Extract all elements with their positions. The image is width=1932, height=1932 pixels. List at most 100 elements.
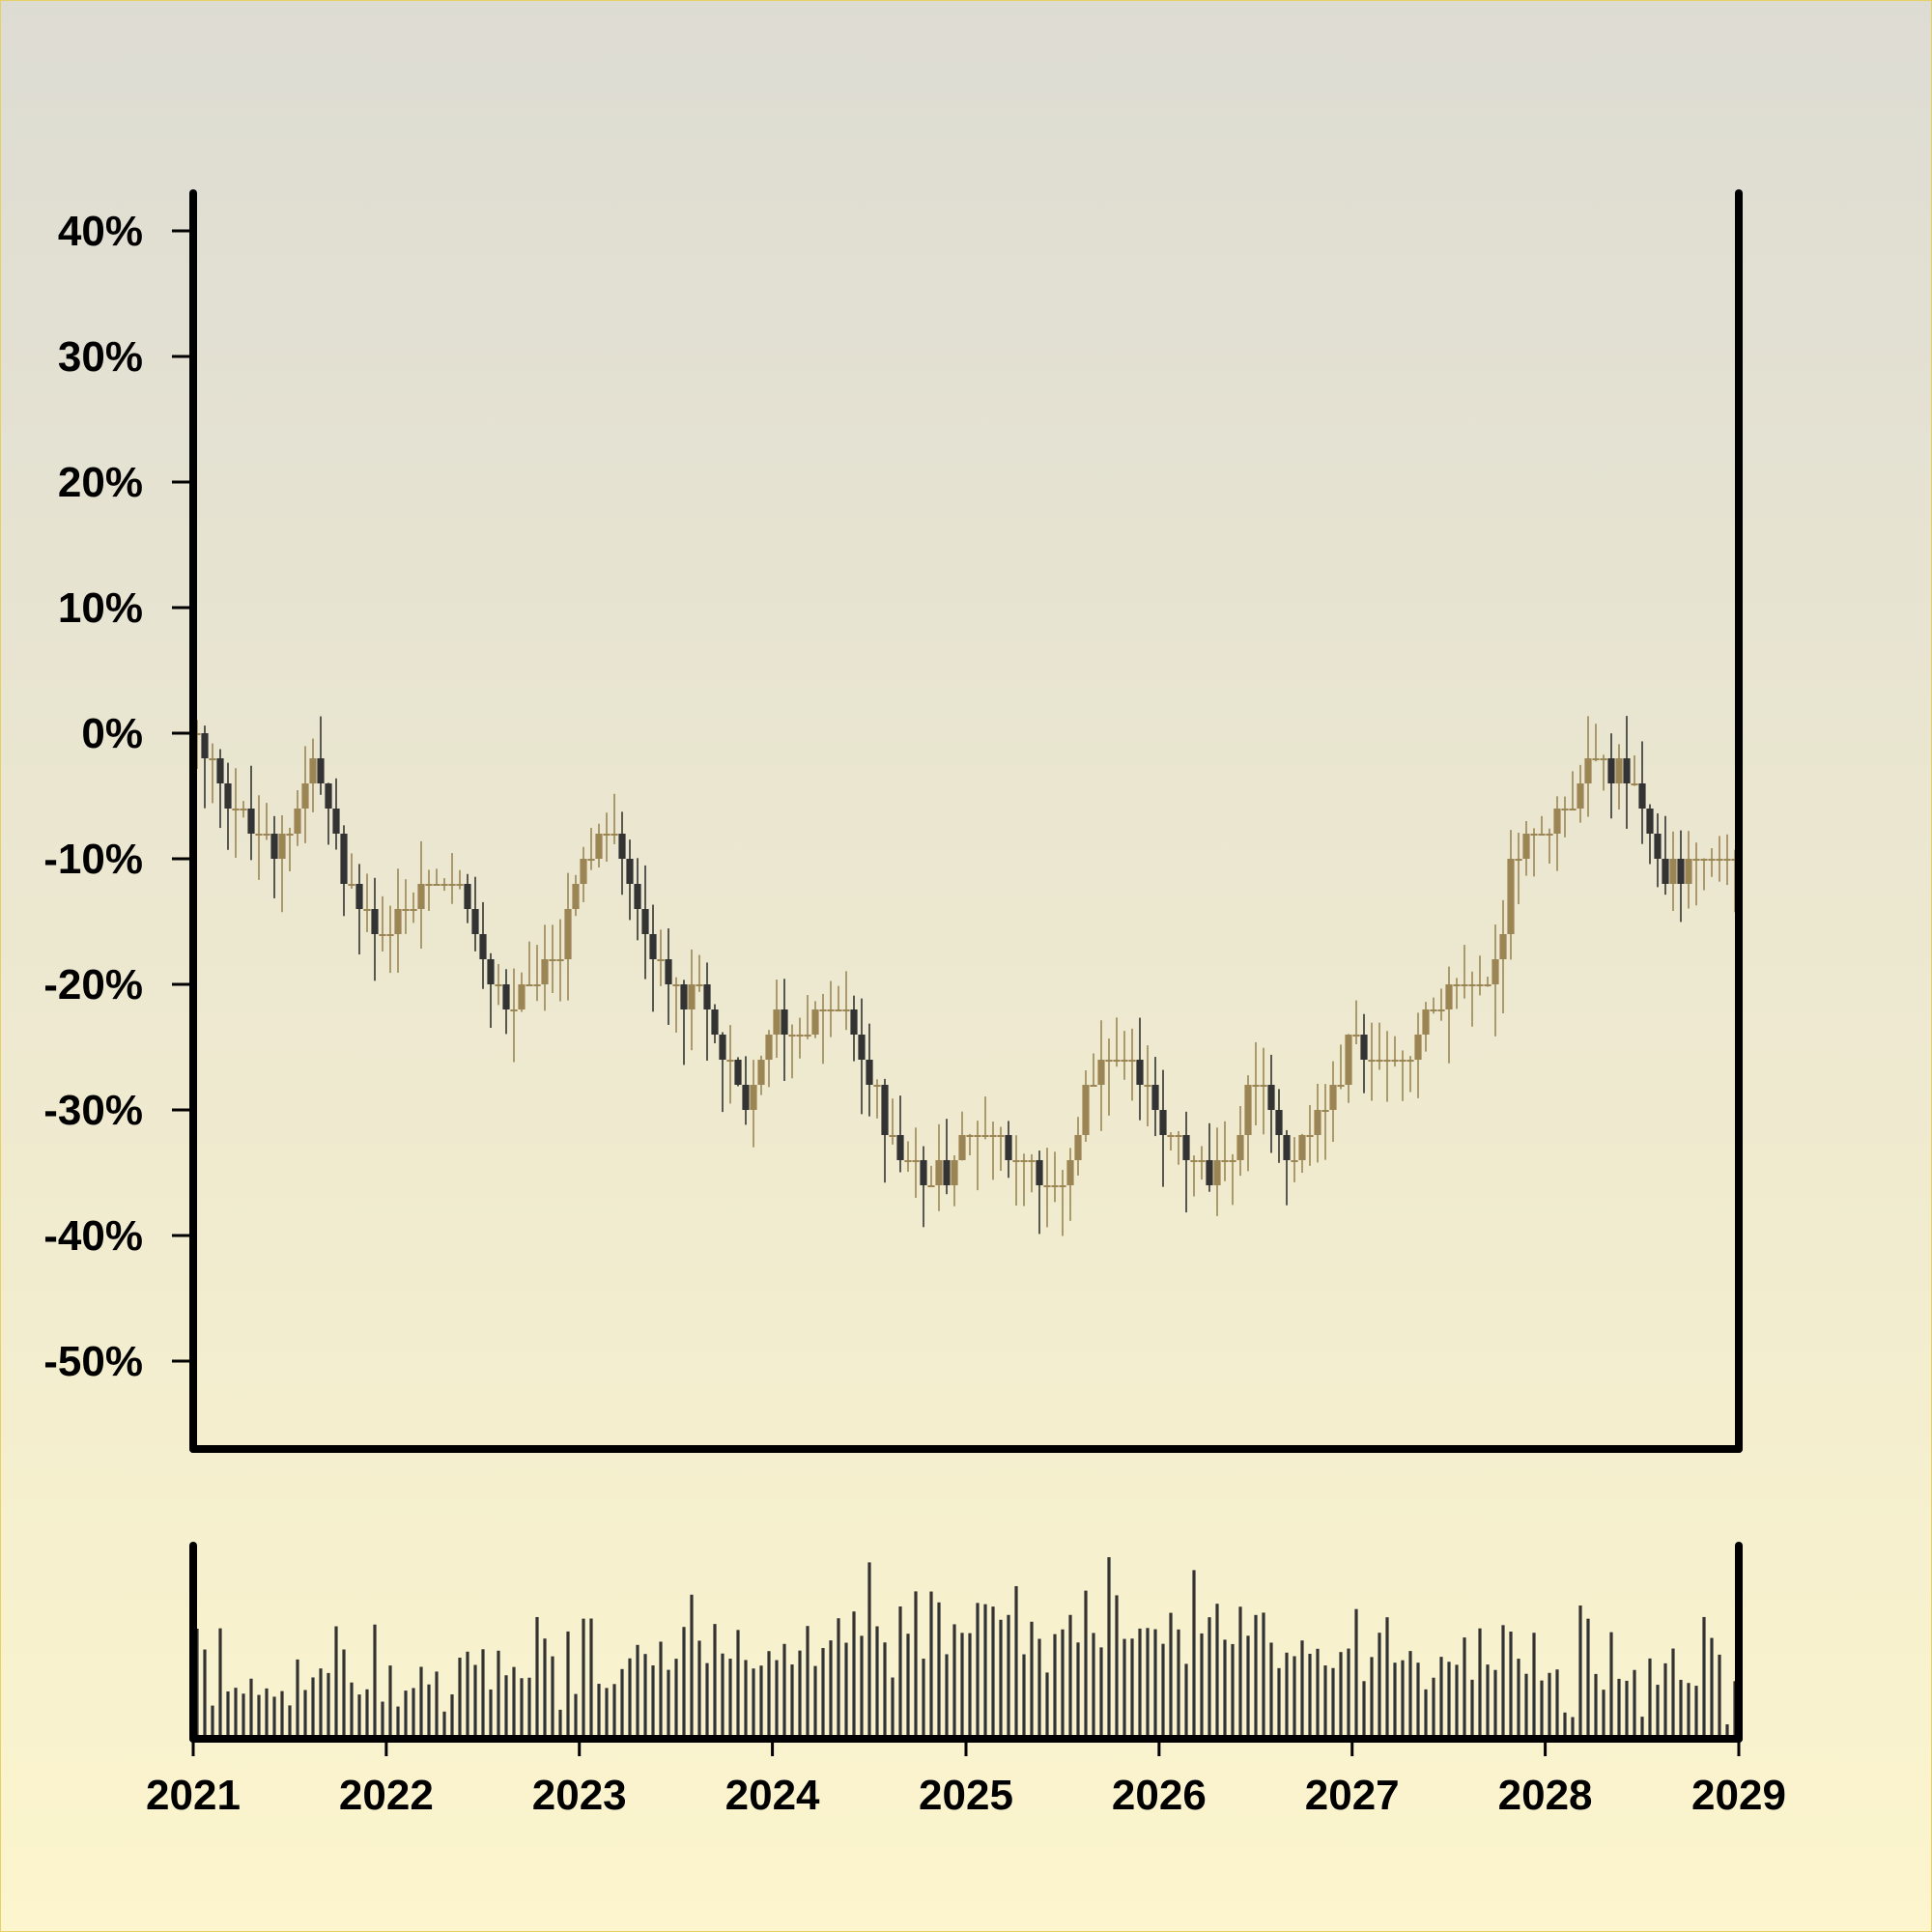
candle-body bbox=[533, 984, 541, 986]
candle-body bbox=[564, 909, 572, 959]
volume-bar bbox=[1416, 1662, 1420, 1739]
volume-bar bbox=[211, 1705, 214, 1739]
candle-body bbox=[1252, 1085, 1260, 1087]
volume-bar bbox=[582, 1618, 585, 1739]
volume-bar bbox=[1548, 1672, 1551, 1739]
x-tick-label: 2026 bbox=[1112, 1772, 1207, 1819]
volume-bar bbox=[381, 1701, 384, 1739]
y-tick-label: -50% bbox=[43, 1338, 143, 1385]
candle-body bbox=[719, 1035, 726, 1060]
volume-bar bbox=[1231, 1643, 1235, 1739]
candle-body bbox=[502, 984, 510, 1009]
candle-body bbox=[1221, 1160, 1229, 1162]
candle-body bbox=[1638, 783, 1646, 809]
volume-bar bbox=[1107, 1557, 1111, 1739]
volume-bar bbox=[612, 1684, 616, 1739]
volume-bar bbox=[667, 1669, 670, 1739]
volume-bar bbox=[1022, 1654, 1026, 1739]
volume-bar bbox=[798, 1650, 802, 1739]
candle-body bbox=[448, 884, 456, 886]
candle-body bbox=[1623, 758, 1631, 783]
volume-bar bbox=[1501, 1625, 1505, 1739]
candle-body bbox=[479, 934, 487, 959]
candle-body bbox=[1692, 859, 1700, 861]
volume-bar bbox=[960, 1633, 964, 1739]
y-tick-label: 20% bbox=[58, 459, 143, 506]
volume-bar bbox=[396, 1706, 400, 1739]
volume-bar bbox=[1068, 1614, 1072, 1739]
candle-body bbox=[1685, 859, 1692, 884]
volume-bar bbox=[929, 1591, 933, 1739]
volume-bar bbox=[419, 1666, 423, 1739]
volume-bar bbox=[1578, 1605, 1582, 1739]
volume-bar bbox=[697, 1640, 701, 1739]
candle-body bbox=[456, 884, 464, 886]
candle-body bbox=[1422, 1009, 1430, 1035]
volume-bar bbox=[813, 1665, 817, 1739]
volume-bar bbox=[782, 1643, 786, 1739]
candle-body bbox=[1476, 984, 1484, 986]
candle-body bbox=[1716, 859, 1723, 861]
candle-body bbox=[587, 859, 595, 861]
volume-bar bbox=[852, 1611, 856, 1739]
candle-body bbox=[603, 834, 611, 836]
volume-bar bbox=[458, 1658, 462, 1739]
candle-body bbox=[255, 834, 263, 836]
x-tick-label: 2028 bbox=[1498, 1772, 1593, 1819]
candle-body bbox=[611, 834, 618, 836]
volume-bar bbox=[497, 1650, 500, 1739]
x-tick-label: 2022 bbox=[339, 1772, 434, 1819]
candle-body bbox=[1036, 1160, 1043, 1185]
volume-bar bbox=[767, 1651, 771, 1739]
candle-body bbox=[1345, 1035, 1352, 1085]
x-tick-label: 2025 bbox=[919, 1772, 1013, 1819]
candle-body bbox=[672, 984, 680, 986]
volume-bar bbox=[1602, 1690, 1605, 1739]
candle-body bbox=[549, 959, 556, 961]
volume-bar bbox=[1609, 1632, 1613, 1739]
volume-bar bbox=[280, 1690, 284, 1739]
candle-body bbox=[989, 1135, 997, 1137]
volume-bar bbox=[296, 1659, 299, 1739]
x-tick-label: 2024 bbox=[725, 1772, 820, 1819]
candle-body bbox=[912, 1160, 920, 1162]
volume-bar bbox=[1246, 1635, 1250, 1739]
volume-bar bbox=[535, 1616, 539, 1739]
volume-bar bbox=[1710, 1637, 1714, 1739]
candle-body bbox=[1391, 1060, 1399, 1062]
volume-bar bbox=[790, 1664, 794, 1739]
candle-body bbox=[842, 1009, 850, 1011]
candle-body bbox=[1167, 1135, 1175, 1137]
candle-body bbox=[1507, 859, 1515, 934]
volume-bar bbox=[1555, 1669, 1559, 1739]
y-tick-label: 0% bbox=[81, 710, 143, 757]
candle-body bbox=[1445, 984, 1453, 1009]
candle-body bbox=[1206, 1160, 1213, 1185]
candle-body bbox=[1005, 1135, 1012, 1160]
candle-body bbox=[665, 959, 672, 984]
volume-bar bbox=[759, 1665, 763, 1739]
candle-body bbox=[641, 909, 649, 934]
candle-body bbox=[1190, 1160, 1198, 1162]
volume-bar bbox=[1408, 1651, 1412, 1739]
candle-body bbox=[1182, 1135, 1190, 1160]
candle-body bbox=[394, 909, 402, 934]
candle-body bbox=[1329, 1085, 1337, 1110]
volume-bar bbox=[906, 1634, 910, 1739]
candle-body bbox=[788, 1035, 796, 1037]
candle-body bbox=[1553, 809, 1561, 834]
volume-bar bbox=[489, 1689, 493, 1739]
candle-body bbox=[796, 1035, 804, 1037]
candle-body bbox=[958, 1135, 966, 1160]
candle-body bbox=[866, 1060, 873, 1085]
candle-body bbox=[1708, 859, 1716, 861]
volume-bar bbox=[520, 1678, 524, 1739]
volume-bar bbox=[1509, 1631, 1513, 1739]
candle-body bbox=[371, 909, 379, 934]
price-panel bbox=[193, 716, 1739, 1236]
candle-body bbox=[1321, 1110, 1329, 1112]
candle-body bbox=[1677, 859, 1685, 884]
volume-bar bbox=[226, 1690, 230, 1739]
candle-body bbox=[440, 884, 448, 886]
candle-body bbox=[734, 1060, 742, 1085]
